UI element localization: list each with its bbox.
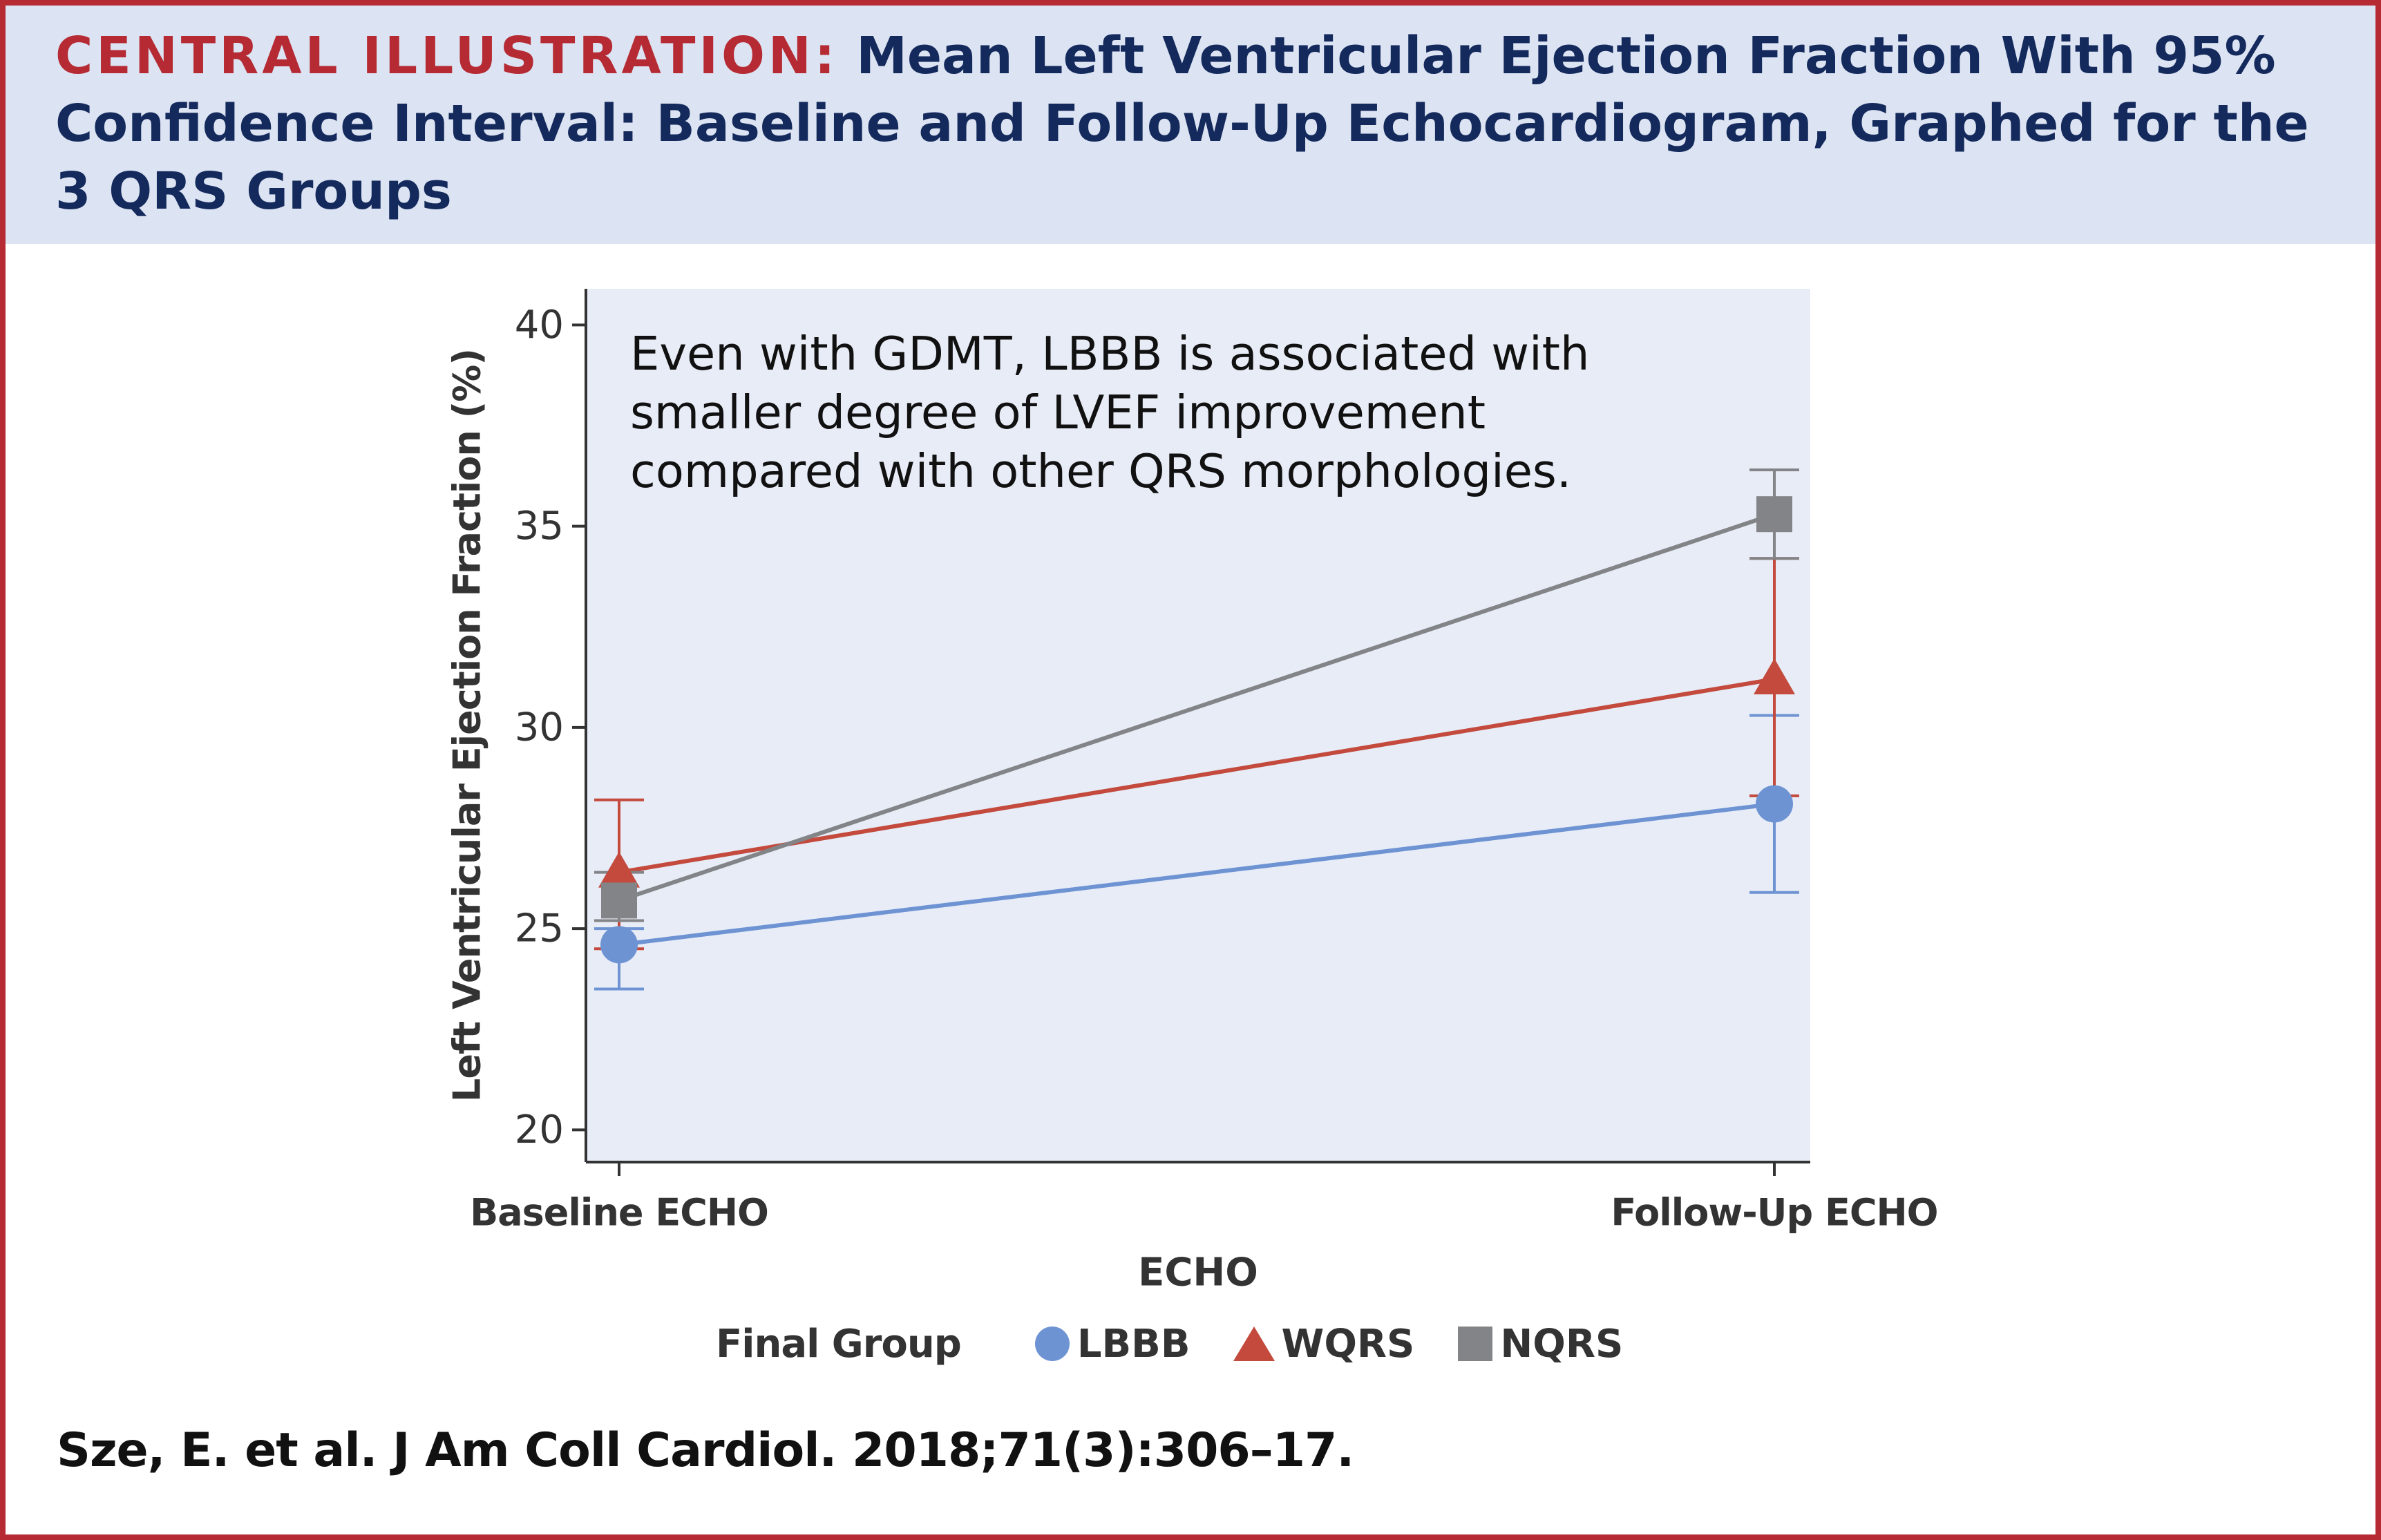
series-line-wqrs <box>618 677 1775 875</box>
legend-item-lbbb: LBBB <box>1033 1322 1190 1367</box>
data-point-wqrs <box>598 851 640 888</box>
legend-marker-square <box>1458 1327 1493 1361</box>
x-tick-label: Baseline ECHO <box>470 1191 768 1235</box>
annotation-line: smaller degree of LVEF improvement <box>630 386 1486 439</box>
series-line-nqrs <box>618 512 1775 903</box>
x-axis-title: ECHO <box>1138 1251 1258 1295</box>
data-point-lbbb <box>1756 785 1793 823</box>
header-banner <box>6 6 2375 244</box>
legend-label-lbbb: LBBB <box>1076 1321 1190 1367</box>
title-text: Mean Left Ventricular Ejection Fraction … <box>55 26 2309 221</box>
legend-item-nqrs: NQRS <box>1456 1322 1623 1367</box>
legend-triangle-icon <box>1233 1327 1275 1361</box>
legend-marker-triangle <box>1233 1327 1275 1361</box>
legend-label-nqrs: NQRS <box>1500 1321 1624 1367</box>
annotation-line: compared with other QRS morphologies. <box>630 444 1571 498</box>
title-kicker: CENTRAL ILLUSTRATION: <box>55 26 839 86</box>
chart-legend: Final Group LBBB WQRS NQRS <box>716 1316 1664 1371</box>
page-title: CENTRAL ILLUSTRATION: Mean Left Ventricu… <box>55 22 2335 225</box>
y-tick-label: 30 <box>515 705 564 750</box>
legend-item-wqrs: WQRS <box>1232 1321 1415 1367</box>
x-tick-label: Follow-Up ECHO <box>1611 1191 1937 1235</box>
data-point-nqrs <box>1756 496 1792 533</box>
y-axis-title: Left Ventricular Ejection Fraction (%) <box>446 349 489 1102</box>
plot-area <box>586 289 1810 1162</box>
data-point-wqrs <box>1754 658 1795 695</box>
citation: Sze, E. et al. J Am Coll Cardiol. 2018;7… <box>57 1423 1354 1478</box>
data-point-nqrs <box>601 882 637 919</box>
y-tick-label: 20 <box>515 1108 564 1152</box>
annotation-line: Even with GDMT, LBBB is associated with <box>630 327 1589 381</box>
legend-label-wqrs: WQRS <box>1281 1321 1415 1367</box>
data-point-lbbb <box>600 926 638 964</box>
legend-square-icon <box>1458 1327 1493 1361</box>
y-tick-label: 25 <box>515 906 564 951</box>
legend-title: Final Group <box>716 1321 962 1367</box>
y-tick-label: 35 <box>515 504 564 549</box>
y-tick-label: 40 <box>515 303 564 348</box>
series-line-lbbb <box>618 801 1775 947</box>
chart-annotation: Even with GDMT, LBBB is associated with s… <box>630 327 1589 498</box>
legend-circle-icon <box>1034 1327 1070 1361</box>
legend-marker-circle <box>1034 1327 1070 1361</box>
